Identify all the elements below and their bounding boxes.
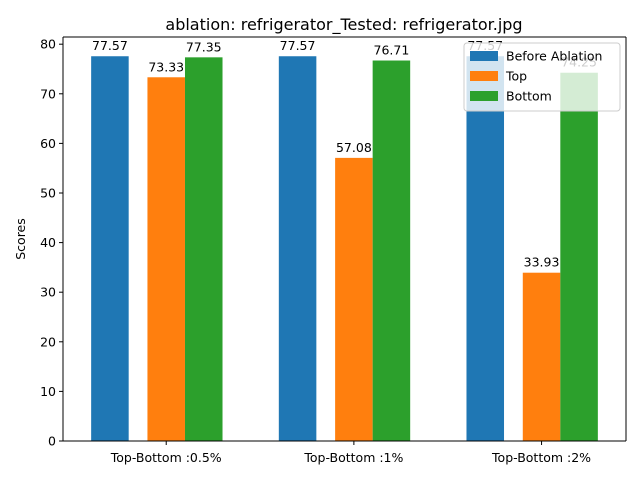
data-label-2-1: 73.33	[148, 59, 184, 74]
data-label-2-2: 57.08	[336, 140, 372, 155]
x-tick-label-0: Top-Bottom :0.5%	[110, 450, 222, 465]
y-tick-label-2: 20	[40, 334, 56, 349]
bar-1-3	[466, 56, 505, 442]
y-tick-label-0: 0	[48, 434, 56, 449]
legend-swatch-3	[470, 91, 498, 101]
y-tick-label-6: 60	[40, 136, 56, 151]
y-tick-label-3: 30	[40, 285, 56, 300]
y-axis-label: Scores	[13, 218, 28, 260]
bar-3-3	[560, 72, 598, 441]
y-tick-label-8: 80	[40, 37, 56, 52]
legend-box	[463, 42, 621, 112]
bar-3-1	[184, 57, 223, 442]
data-label-2-3: 33.93	[524, 255, 560, 270]
data-label-1-2: 77.57	[280, 38, 316, 53]
legend-label-1: Before Ablation	[506, 49, 602, 64]
bar-2-2	[335, 157, 373, 441]
y-tick-label-1: 10	[40, 384, 56, 399]
chart-title: ablation: refrigerator_Tested: refrigera…	[165, 15, 522, 35]
bar-1-1	[91, 56, 129, 442]
legend-label-3: Bottom	[506, 89, 552, 104]
x-tick-label-1: Top-Bottom :1%	[303, 450, 403, 465]
plot-area: 77.5777.5777.5773.3357.0833.9377.3576.71…	[40, 36, 627, 465]
y-tick-label-4: 40	[40, 235, 56, 250]
legend-swatch-2	[470, 71, 498, 81]
y-tick-label-5: 50	[40, 185, 56, 200]
legend: Before Ablation Top Bottom	[463, 42, 621, 112]
x-tick-label-2: Top-Bottom :2%	[491, 450, 591, 465]
bar-3-2	[372, 60, 411, 441]
data-label-1-1: 77.57	[92, 38, 128, 53]
y-tick-label-7: 70	[40, 86, 56, 101]
legend-label-2: Top	[505, 69, 527, 84]
legend-swatch-1	[470, 51, 498, 61]
data-label-3-2: 76.71	[374, 43, 410, 58]
bar-2-3	[522, 272, 561, 441]
bar-1-2	[278, 56, 317, 442]
bar-2-1	[147, 77, 185, 441]
data-label-3-1: 77.35	[186, 39, 222, 54]
